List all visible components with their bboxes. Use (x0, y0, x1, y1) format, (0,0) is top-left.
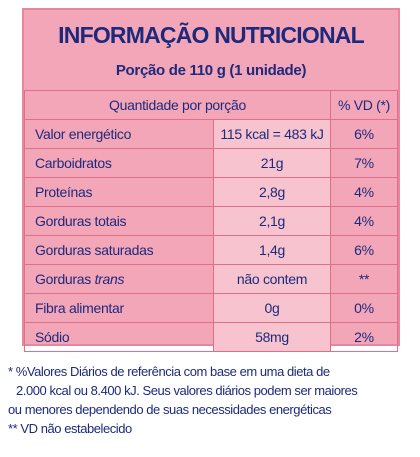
row: Sódio 58mg 2% (24, 322, 398, 352)
nutrient: Fibra alimentar (24, 293, 214, 323)
footnote: ** VD não estabelecido (8, 421, 132, 436)
row: Gorduras trans não contem ** (24, 264, 398, 294)
daily-value: 2% (330, 322, 398, 352)
nutrient: Gorduras totais (24, 206, 214, 236)
row: Proteínas 2,8g 4% (24, 177, 398, 207)
footnote: ou menores dependendo de suas necessidad… (8, 402, 332, 417)
row: Gorduras saturadas 1,4g 6% (24, 235, 398, 265)
nutrient-name: Carboidratos (35, 155, 112, 171)
amount: 2,8g (213, 177, 331, 207)
amount: 0g (213, 293, 331, 323)
amount: 21g (213, 148, 331, 178)
label-box: INFORMAÇÃO NUTRICIONAL Porção de 110 g (… (22, 8, 400, 352)
daily-value: 4% (330, 177, 398, 207)
row: Valor energético 115 kcal = 483 kJ 6% (24, 119, 398, 149)
header-row: Quantidade por porção % VD (*) (24, 90, 398, 120)
nutrient-name: Fibra alimentar (35, 300, 124, 316)
nutrient: Gorduras trans (24, 264, 214, 294)
nutrient-name: Valor energético (35, 126, 132, 142)
nutrient-name: Proteínas (35, 184, 93, 200)
nutrition-table: Quantidade por porção % VD (*) Valor ene… (24, 90, 398, 352)
nutrient: Sódio (24, 322, 214, 352)
column-header: % VD (*) (330, 90, 398, 120)
title: INFORMAÇÃO NUTRICIONAL (58, 22, 364, 48)
nutrient-italic: trans (94, 271, 125, 287)
serving: Porção de 110 g (1 unidade) (115, 62, 307, 79)
amount: 2,1g (213, 206, 331, 236)
daily-value: 6% (330, 119, 398, 149)
footnote: * %Valores Diários de referência com bas… (8, 364, 330, 379)
daily-value: ** (330, 264, 398, 294)
amount: 58mg (213, 322, 331, 352)
nutrient-name: Sódio (35, 329, 70, 345)
daily-value: 4% (330, 206, 398, 236)
nutrient: Proteínas (24, 177, 214, 207)
row: Fibra alimentar 0g 0% (24, 293, 398, 323)
nutrient-name: Gorduras totais (35, 213, 127, 229)
amount: 115 kcal = 483 kJ (213, 119, 331, 149)
amount: 1,4g (213, 235, 331, 265)
row: Gorduras totais 2,1g 4% (24, 206, 398, 236)
nutrient: Gorduras saturadas (24, 235, 214, 265)
daily-value: 7% (330, 148, 398, 178)
nutrient-name: Gorduras (35, 271, 91, 287)
amount: não contem (213, 264, 331, 294)
daily-value: 0% (330, 293, 398, 323)
nutrient-name: Gorduras saturadas (35, 242, 154, 258)
footnote: 2.000 kcal ou 8.400 kJ. Seus valores diá… (16, 383, 358, 398)
footnotes: * %Valores Diários de referência com bas… (8, 362, 358, 438)
column-header: Quantidade por porção (24, 90, 331, 120)
daily-value: 6% (330, 235, 398, 265)
nutrient: Carboidratos (24, 148, 214, 178)
nutrient: Valor energético (24, 119, 214, 149)
row: Carboidratos 21g 7% (24, 148, 398, 178)
